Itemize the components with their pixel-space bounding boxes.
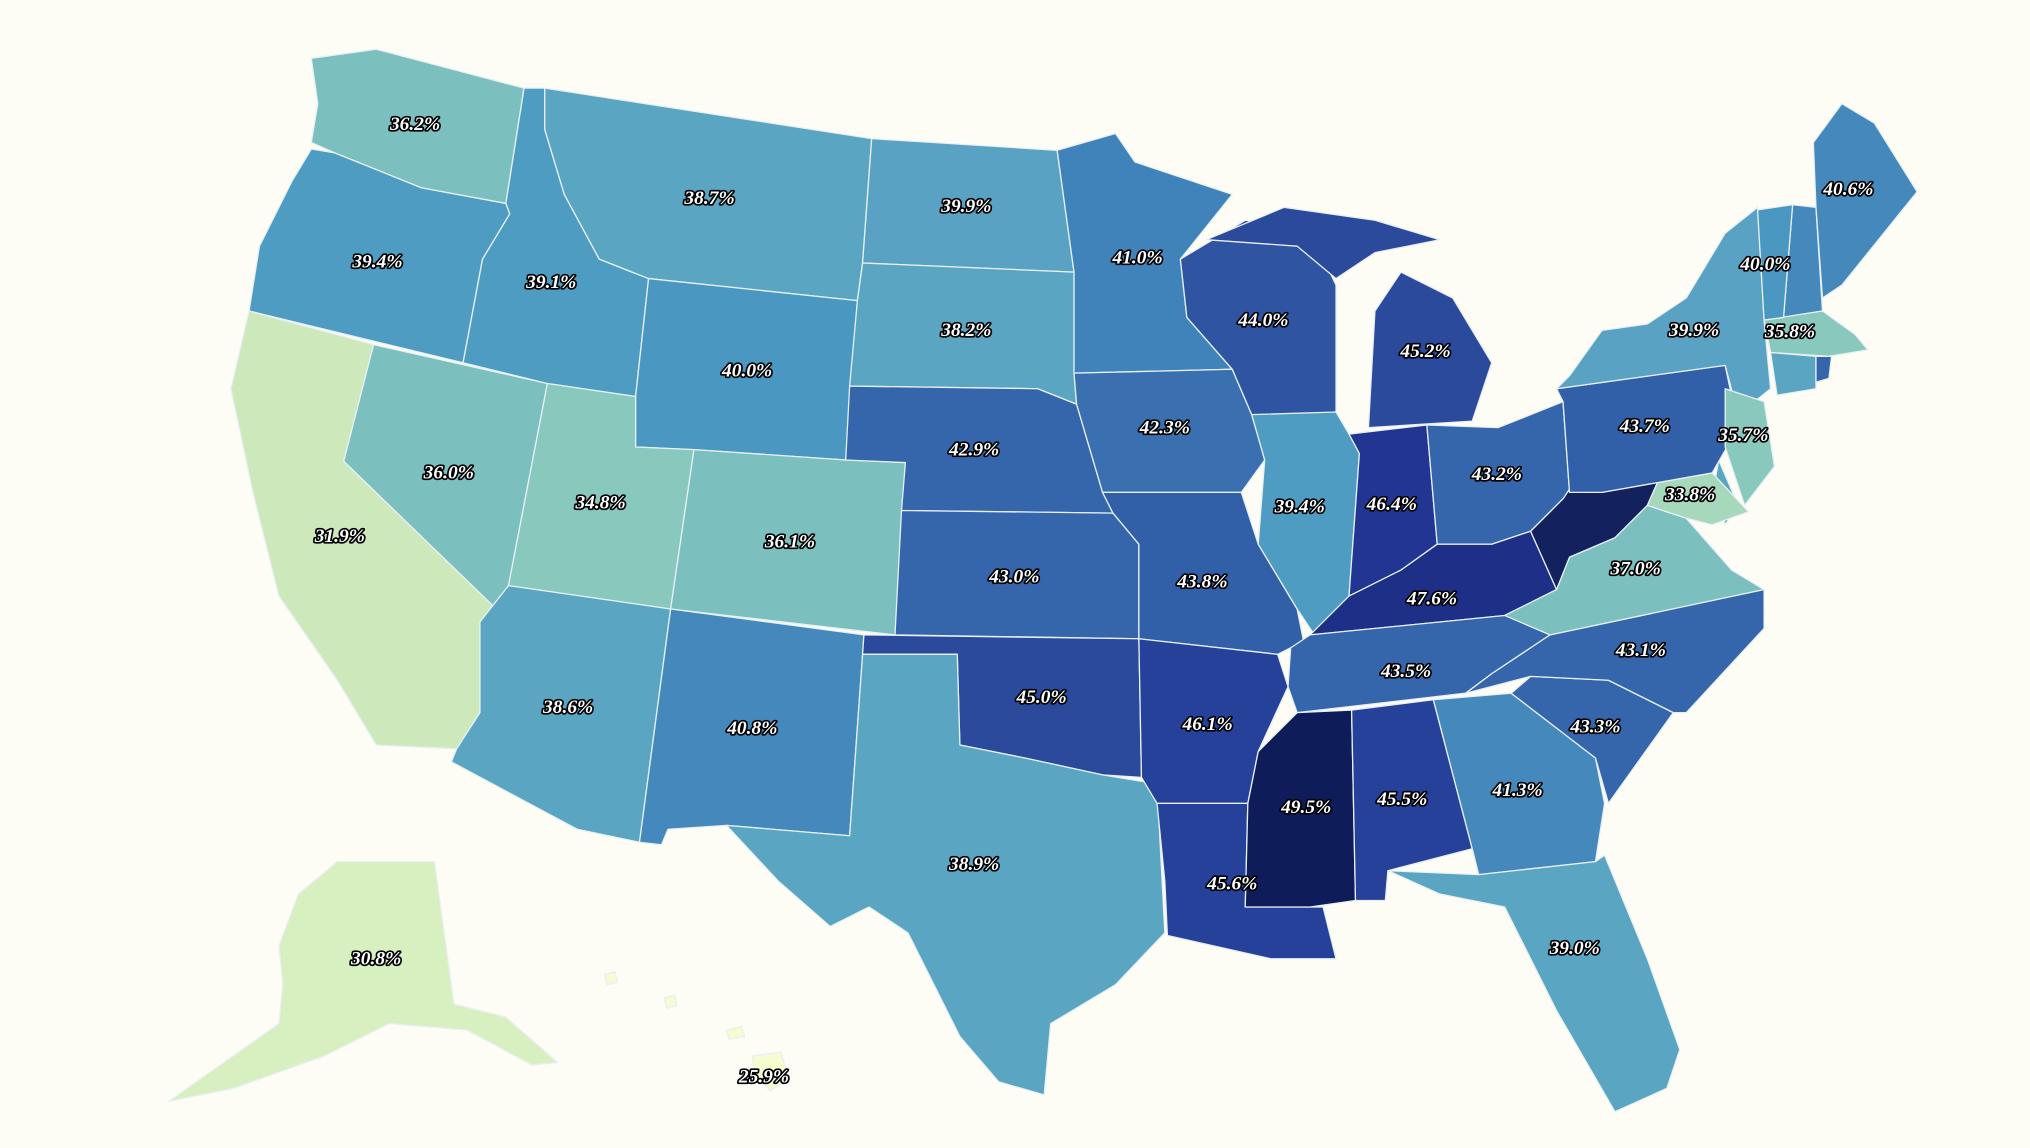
value-label: 41.0%	[1111, 248, 1162, 269]
region-shape	[1769, 351, 1817, 396]
labels: 36.2% 39.4% 31.9% 36.0% 39.1% 38.7% 40.0% 34.8%…	[312, 112, 1875, 1089]
value-label: 43.0%	[988, 566, 1039, 587]
region	[167, 861, 559, 1103]
value-label: 31.9%	[314, 526, 365, 547]
value-label: 45.2%	[1399, 341, 1450, 362]
value-label: 43.2%	[1471, 464, 1522, 485]
value-label: 35.8%	[1764, 321, 1815, 342]
region-shape	[1815, 355, 1833, 383]
value-label: 43.1%	[1615, 640, 1666, 661]
region	[1756, 204, 1794, 321]
value-label: 40.0%	[721, 360, 772, 381]
region	[1763, 310, 1869, 357]
value-label: 39.9%	[940, 196, 991, 217]
value-label: 47.6%	[1406, 588, 1457, 609]
region	[1205, 206, 1493, 429]
value-label: 46.4%	[1366, 494, 1417, 515]
region	[603, 971, 790, 1092]
region	[1387, 854, 1681, 1113]
value-label: 44.0%	[1237, 310, 1288, 331]
value-label: 40.0%	[1739, 254, 1790, 275]
value-label: 43.8%	[1176, 572, 1227, 593]
value-label: 45.0%	[1015, 687, 1066, 708]
value-label: 40.6%	[1822, 179, 1873, 200]
value-label: 37.0%	[1610, 559, 1661, 580]
value-label: 36.1%	[764, 531, 815, 552]
value-label: 42.9%	[948, 439, 999, 460]
value-label: 30.8%	[350, 949, 401, 970]
value-label: 39.9%	[1668, 320, 1719, 341]
value-label: 39.0%	[1549, 938, 1600, 959]
value-label: 45.5%	[1376, 789, 1427, 810]
value-label: 33.8%	[1664, 485, 1715, 506]
region	[1244, 709, 1357, 908]
value-label: 43.5%	[1380, 661, 1431, 682]
value-label: 25.9%	[738, 1067, 789, 1088]
value-label: 40.8%	[726, 718, 777, 739]
value-label: 35.7%	[1717, 425, 1768, 446]
value-label: 49.5%	[1280, 797, 1331, 818]
value-label: 41.3%	[1492, 780, 1543, 801]
value-label: 39.4%	[1274, 496, 1325, 517]
region	[1812, 103, 1918, 299]
region	[725, 653, 1166, 1096]
region	[1724, 388, 1776, 506]
value-label: 46.1%	[1181, 714, 1232, 735]
value-label: 42.3%	[1139, 417, 1190, 438]
value-label: 38.9%	[948, 854, 999, 875]
value-label: 39.4%	[351, 252, 402, 273]
value-label: 43.7%	[1619, 416, 1670, 437]
value-label: 43.3%	[1569, 717, 1620, 738]
value-label: 34.8%	[574, 493, 625, 514]
value-label: 36.0%	[423, 463, 474, 484]
value-label: 45.6%	[1206, 873, 1257, 894]
value-label: 38.7%	[683, 188, 734, 209]
value-label: 38.2%	[940, 320, 991, 341]
regions	[167, 48, 1918, 1113]
value-label: 39.1%	[525, 272, 576, 293]
value-label: 36.2%	[389, 114, 440, 135]
value-label: 38.6%	[542, 697, 593, 718]
